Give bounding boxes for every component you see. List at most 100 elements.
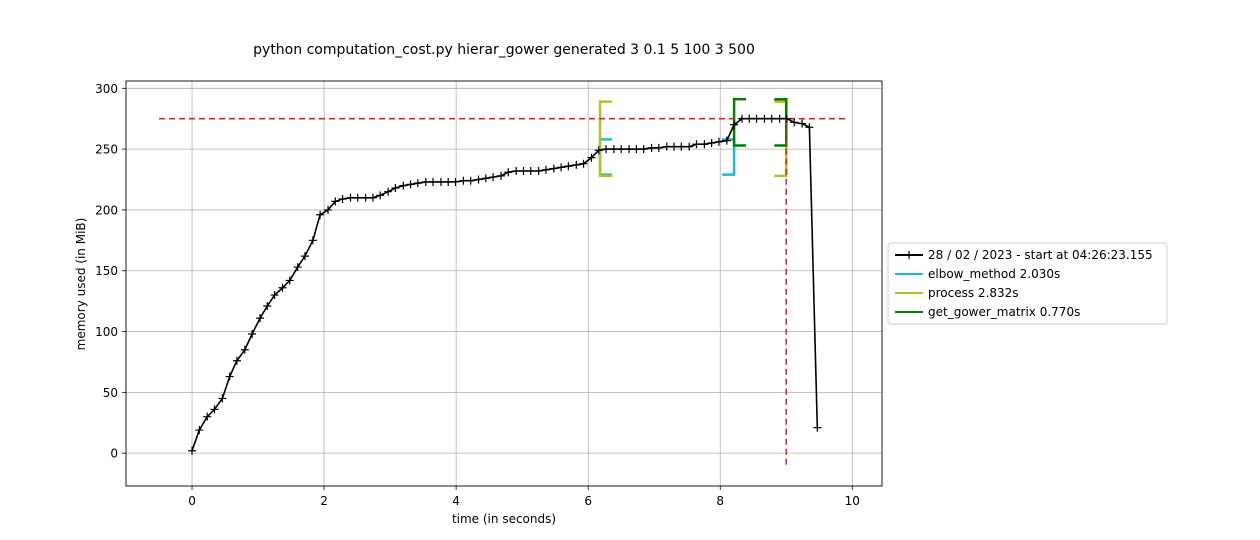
memory-sample-marker <box>203 412 212 421</box>
memory-sample-marker <box>594 146 603 155</box>
memory-sample-marker <box>436 177 445 186</box>
memory-sample-marker <box>188 446 197 455</box>
memory-sample-marker <box>632 145 641 154</box>
memory-sample-marker <box>647 143 656 152</box>
y-tick-label: 300 <box>95 82 118 96</box>
memory-sample-marker <box>232 356 241 365</box>
legend-label: process 2.832s <box>928 286 1019 300</box>
memory-sample-marker <box>639 145 648 154</box>
legend-label: get_gower_matrix 0.770s <box>928 305 1080 319</box>
memory-sample-marker <box>512 167 521 175</box>
x-axis-label: time (in seconds) <box>452 512 556 526</box>
memory-sample-marker <box>316 210 325 219</box>
memory-sample-marker <box>263 302 272 310</box>
memory-sample-marker <box>497 171 506 180</box>
memory-sample-marker <box>730 120 739 129</box>
memory-sample-marker <box>692 140 701 149</box>
memory-sample-marker <box>722 136 731 145</box>
memory-sample-marker <box>760 114 769 123</box>
memory-sample-marker <box>346 193 355 202</box>
memory-sample-marker <box>738 114 747 123</box>
memory-sample-marker <box>324 205 333 214</box>
memory-sample-marker <box>526 167 535 175</box>
y-axis-label: memory used (in MiB) <box>74 218 88 351</box>
memory-sample-marker <box>481 174 490 183</box>
memory-sample-marker <box>368 193 377 202</box>
memory-sample-marker <box>587 153 596 162</box>
memory-sample-marker <box>707 139 716 148</box>
memory-sample-marker <box>489 173 498 182</box>
x-tick-label: 0 <box>188 494 196 508</box>
memory-sample-marker <box>790 118 799 127</box>
memory-sample-marker <box>308 236 317 245</box>
memory-sample-marker <box>564 162 573 171</box>
memory-sample-marker <box>270 291 279 300</box>
memory-sample-marker <box>256 314 265 323</box>
memory-sample-marker <box>451 177 460 186</box>
memory-sample-marker <box>399 181 408 190</box>
memory-sample-marker <box>714 137 723 146</box>
memory-sample-marker <box>210 405 219 414</box>
memory-sample-marker <box>406 180 415 189</box>
memory-sample-marker <box>557 163 566 172</box>
memory-sample-marker <box>429 177 438 186</box>
memory-sample-marker <box>700 140 709 149</box>
y-tick-label: 50 <box>103 386 118 400</box>
memory-sample-marker <box>677 142 686 151</box>
memory-sample-marker <box>798 119 807 128</box>
memory-sample-marker <box>459 176 468 185</box>
legend: 28 / 02 / 2023 - start at 04:26:23.155 el… <box>887 242 1168 325</box>
y-tick-label: 250 <box>95 143 118 157</box>
memory-sample-marker <box>293 263 302 272</box>
memory-sample-marker <box>384 187 393 196</box>
memory-sample-marker <box>625 145 634 154</box>
memory-sample-marker <box>775 114 784 123</box>
memory-sample-marker <box>240 345 249 354</box>
memory-sample-marker <box>534 167 543 175</box>
memory-sample-marker <box>767 114 776 123</box>
legend-box <box>887 242 1168 325</box>
axes-frame <box>125 80 883 487</box>
memory-sample-marker <box>541 165 550 174</box>
memory-sample-marker <box>353 193 362 202</box>
memory-sample-marker <box>609 145 618 154</box>
x-tick-label: 8 <box>716 494 724 508</box>
memory-sample-marker <box>444 177 453 186</box>
legend-marker <box>905 251 913 259</box>
memory-sample-marker <box>504 168 513 177</box>
x-tick-label: 10 <box>845 494 860 508</box>
y-tick-label: 100 <box>95 325 118 339</box>
y-tick-label: 150 <box>95 264 118 278</box>
memory-sample-marker <box>391 184 400 193</box>
memory-sample-marker <box>466 176 475 185</box>
memory-sample-marker <box>421 177 430 186</box>
memory-sample-marker <box>654 143 663 152</box>
memory-sample-marker <box>195 426 204 435</box>
memory-sample-marker <box>278 283 287 292</box>
memory-sample-marker <box>813 423 822 432</box>
memory-sample-marker <box>331 197 340 206</box>
memory-sample-marker <box>579 159 588 168</box>
function-start-bracket <box>598 100 613 178</box>
x-tick-label: 6 <box>584 494 592 508</box>
legend-label: elbow_method 2.030s <box>928 267 1060 281</box>
memory-sample-marker <box>572 160 581 169</box>
memory-sample-marker <box>474 175 483 184</box>
memory-sample-marker <box>300 252 309 261</box>
memory-sample-marker <box>285 276 294 285</box>
memory-sample-marker <box>519 167 528 175</box>
memory-sample-marker <box>248 329 257 338</box>
x-tick-label: 2 <box>320 494 328 508</box>
memory-sample-marker <box>670 142 679 151</box>
memory-sample-marker <box>218 394 227 403</box>
memory-sample-marker <box>617 145 626 154</box>
memory-sample-marker <box>602 145 611 154</box>
memory-sample-marker <box>338 194 347 203</box>
memory-sample-marker <box>225 372 234 381</box>
memory-sample-marker <box>805 123 814 132</box>
memory-sample-marker <box>549 164 558 173</box>
x-tick-label: 4 <box>452 494 460 508</box>
y-tick-label: 200 <box>95 203 118 217</box>
